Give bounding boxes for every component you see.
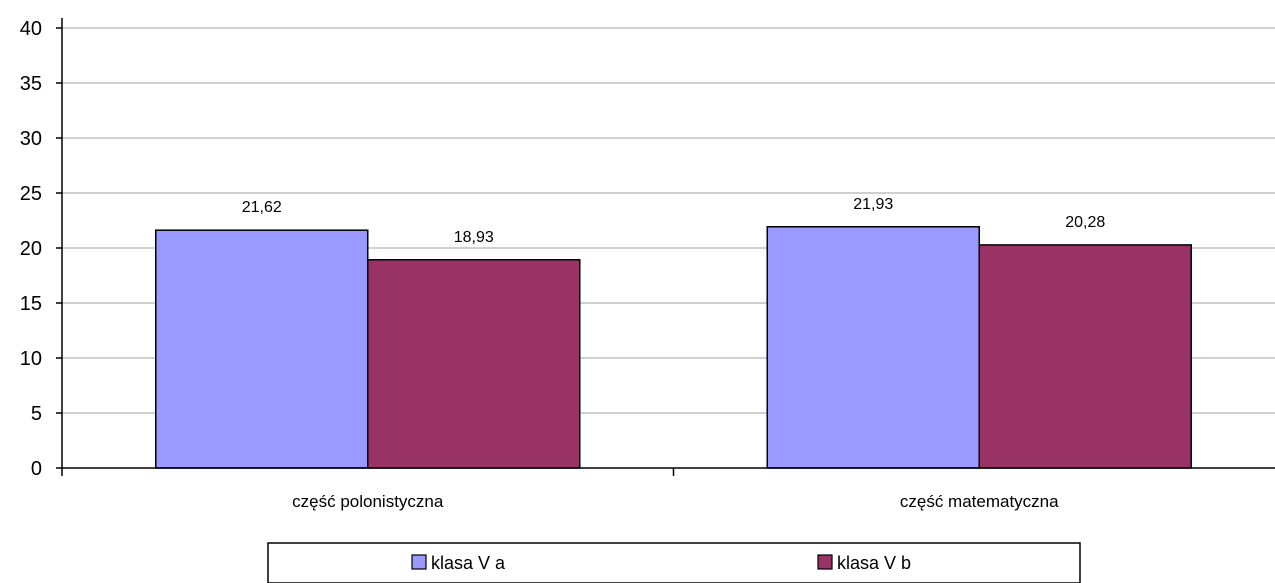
bar bbox=[766, 226, 980, 469]
bar bbox=[978, 244, 1192, 469]
legend-label-klasa-v-b: klasa V b bbox=[837, 553, 911, 573]
legend: klasa V a klasa V b bbox=[267, 542, 1081, 583]
data-labels: 21,62 18,93 21,93 20,28 bbox=[242, 196, 1106, 246]
y-tick-label: 40 bbox=[20, 18, 42, 40]
legend-label-klasa-v-a: klasa V a bbox=[431, 553, 506, 573]
data-label: 20,28 bbox=[1065, 214, 1105, 231]
y-tick-label: 20 bbox=[20, 238, 42, 260]
bars bbox=[155, 226, 1192, 469]
data-label: 18,93 bbox=[454, 229, 494, 246]
bar bbox=[367, 259, 581, 469]
y-tick-label: 35 bbox=[20, 73, 42, 95]
y-ticks: 0 5 10 15 20 25 30 35 40 bbox=[20, 18, 62, 480]
x-ticks: część polonistyczna część matematyczna bbox=[61, 468, 1059, 511]
x-category-label: część matematyczna bbox=[900, 492, 1059, 511]
legend-box bbox=[267, 542, 1081, 583]
legend-swatch-klasa-v-a bbox=[411, 554, 427, 570]
y-tick-label: 10 bbox=[20, 348, 42, 370]
y-tick-label: 0 bbox=[31, 458, 42, 480]
x-category-label: część polonistyczna bbox=[292, 492, 444, 511]
data-label: 21,62 bbox=[242, 199, 282, 216]
y-tick-label: 5 bbox=[31, 403, 42, 425]
y-tick-label: 25 bbox=[20, 183, 42, 205]
y-tick-label: 15 bbox=[20, 293, 42, 315]
legend-swatch-klasa-v-b bbox=[817, 554, 833, 570]
data-label: 21,93 bbox=[853, 196, 893, 213]
y-tick-label: 30 bbox=[20, 128, 42, 150]
bar bbox=[155, 229, 369, 469]
